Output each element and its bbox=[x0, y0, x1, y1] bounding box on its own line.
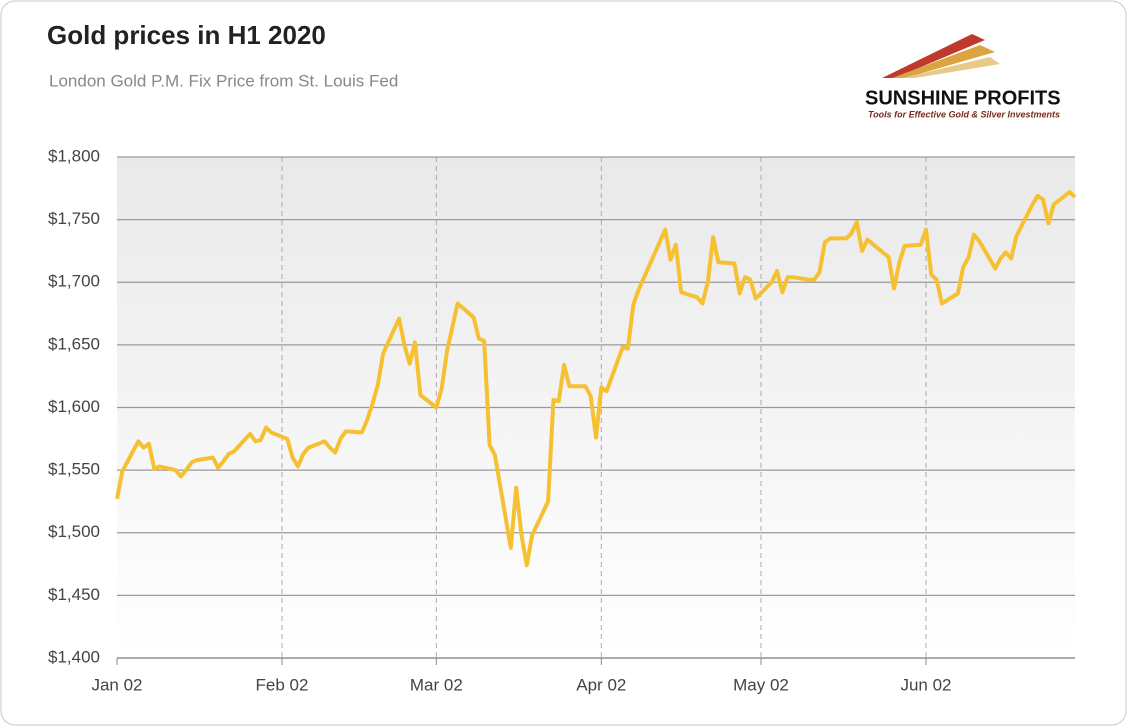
chart-subtitle: London Gold P.M. Fix Price from St. Loui… bbox=[49, 71, 398, 90]
x-tick-label: Mar 02 bbox=[410, 675, 463, 694]
y-tick-label: $1,800 bbox=[48, 146, 100, 165]
x-tick-label: May 02 bbox=[733, 675, 789, 694]
price-line bbox=[115, 190, 1077, 568]
y-tick-label: $1,650 bbox=[48, 334, 100, 353]
logo-stripe bbox=[882, 34, 985, 78]
logo-tagline: Tools for Effective Gold & Silver Invest… bbox=[868, 109, 1060, 119]
chart-title: Gold prices in H1 2020 bbox=[47, 20, 326, 50]
logo-stripe bbox=[902, 57, 1000, 78]
y-tick-label: $1,550 bbox=[48, 460, 100, 479]
logo-stripe bbox=[892, 45, 995, 78]
y-tick-label: $1,450 bbox=[48, 585, 100, 604]
x-tick-label: Feb 02 bbox=[256, 675, 309, 694]
x-tick-label: Apr 02 bbox=[576, 675, 626, 694]
x-tick-label: Jun 02 bbox=[900, 675, 951, 694]
y-tick-label: $1,700 bbox=[48, 272, 100, 291]
y-tick-label: $1,600 bbox=[48, 397, 100, 416]
x-tick-label: Jan 02 bbox=[91, 675, 142, 694]
logo: SUNSHINE PROFITS Tools for Effective Gol… bbox=[865, 34, 1061, 119]
y-tick-label: $1,750 bbox=[48, 209, 100, 228]
y-tick-label: $1,400 bbox=[48, 647, 100, 666]
logo-name: SUNSHINE PROFITS bbox=[865, 87, 1061, 109]
y-tick-label: $1,500 bbox=[48, 522, 100, 541]
